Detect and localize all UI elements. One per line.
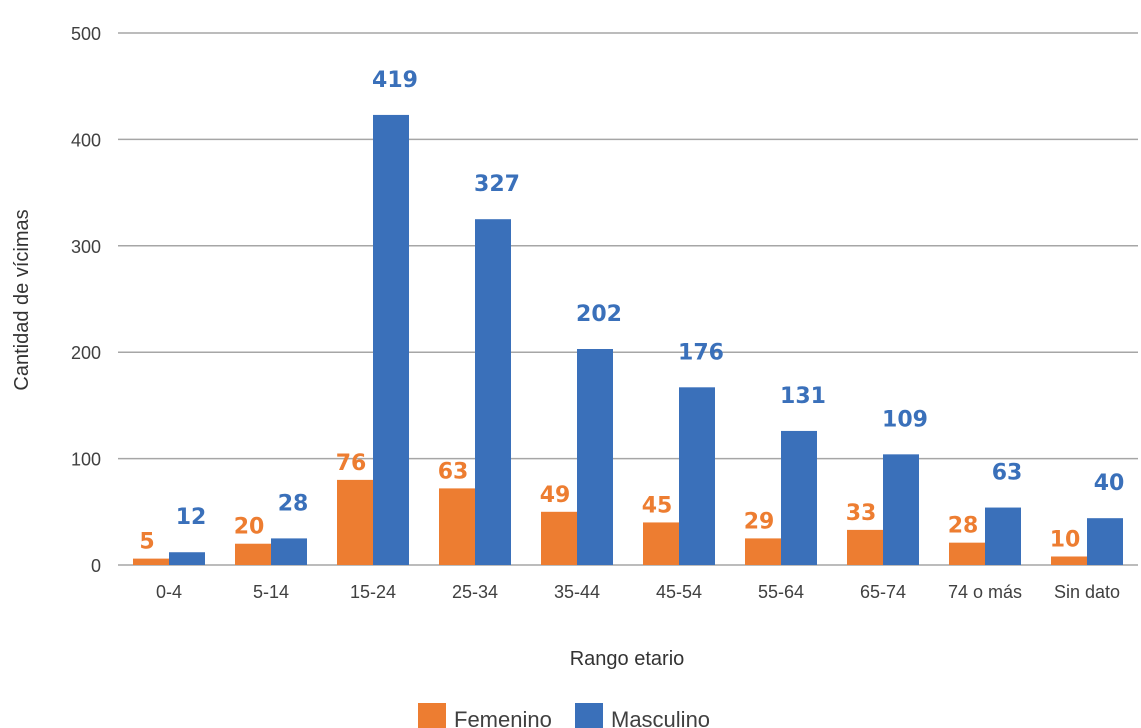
bar-femenino (439, 488, 475, 565)
bar-femenino (133, 558, 169, 565)
bars (133, 114, 1123, 565)
bar-femenino (949, 542, 985, 565)
data-label-femenino: 20 (234, 515, 265, 540)
x-tick-label: 74 o más (948, 582, 1022, 602)
data-label-masculino: 176 (678, 340, 724, 365)
bar-masculino (271, 538, 307, 565)
bar-masculino (781, 430, 817, 565)
bar-masculino (169, 552, 205, 565)
x-tick-label: 55-64 (758, 582, 804, 602)
data-label-femenino: 33 (846, 501, 877, 526)
data-label-masculino: 327 (474, 172, 520, 197)
x-axis-title: Rango etario (570, 648, 685, 670)
data-label-masculino: 28 (278, 491, 309, 516)
legend: Femenino Masculino (418, 703, 710, 728)
bar-femenino (1051, 556, 1087, 565)
data-label-masculino: 419 (372, 68, 418, 93)
x-tick-label: 15-24 (350, 582, 396, 602)
bar-femenino (235, 543, 271, 565)
bar-femenino (745, 538, 781, 565)
legend-label-masculino: Masculino (611, 707, 710, 728)
gridlines (118, 32, 1138, 566)
data-labels: 5 12 20 28 76 419 63 327 49 202 45 176 29 131 33 109 28 6… (139, 68, 1124, 555)
x-tick-label: 25-34 (452, 582, 498, 602)
data-label-femenino: 10 (1050, 527, 1081, 552)
data-label-femenino: 28 (948, 514, 979, 539)
legend-swatch-femenino (418, 703, 446, 728)
bar-masculino (475, 219, 511, 565)
data-label-femenino: 5 (139, 530, 154, 555)
bar-masculino (985, 507, 1021, 565)
legend-label-femenino: Femenino (454, 707, 552, 728)
bar-femenino (643, 522, 679, 565)
y-axis-ticks: 0 100 200 300 400 500 (71, 24, 101, 576)
data-label-masculino: 109 (882, 407, 928, 432)
bar-masculino (373, 114, 409, 565)
y-tick-label: 0 (91, 556, 101, 576)
x-tick-label: 0-4 (156, 582, 182, 602)
bar-femenino (847, 529, 883, 565)
data-label-femenino: 29 (744, 509, 775, 534)
data-label-masculino: 131 (780, 384, 826, 409)
data-label-femenino: 49 (540, 483, 571, 508)
data-label-masculino: 202 (576, 302, 622, 327)
y-tick-label: 100 (71, 450, 101, 470)
y-tick-label: 300 (71, 237, 101, 257)
bar-masculino (883, 454, 919, 565)
y-tick-label: 500 (71, 24, 101, 44)
x-tick-label: 65-74 (860, 582, 906, 602)
data-label-masculino: 63 (992, 461, 1023, 486)
bar-masculino (679, 387, 715, 565)
x-tick-label: Sin dato (1054, 582, 1120, 602)
x-tick-label: 5-14 (253, 582, 289, 602)
bar-masculino (1087, 518, 1123, 565)
y-tick-label: 400 (71, 130, 101, 150)
y-tick-label: 200 (71, 343, 101, 363)
data-label-femenino: 45 (642, 493, 673, 518)
bar-femenino (541, 511, 577, 565)
data-label-masculino: 12 (176, 505, 207, 530)
bar-masculino (577, 349, 613, 565)
legend-swatch-masculino (575, 703, 603, 728)
y-axis-title: Cantidad de vícimas (11, 209, 33, 390)
bar-femenino (337, 479, 373, 565)
x-axis-ticks: 0-4 5-14 15-24 25-34 35-44 45-54 55-64 65-74 74 … (156, 582, 1120, 602)
data-label-femenino: 63 (438, 459, 469, 484)
x-tick-label: 35-44 (554, 582, 600, 602)
data-label-femenino: 76 (336, 451, 367, 476)
data-label-masculino: 40 (1094, 471, 1125, 496)
x-tick-label: 45-54 (656, 582, 702, 602)
